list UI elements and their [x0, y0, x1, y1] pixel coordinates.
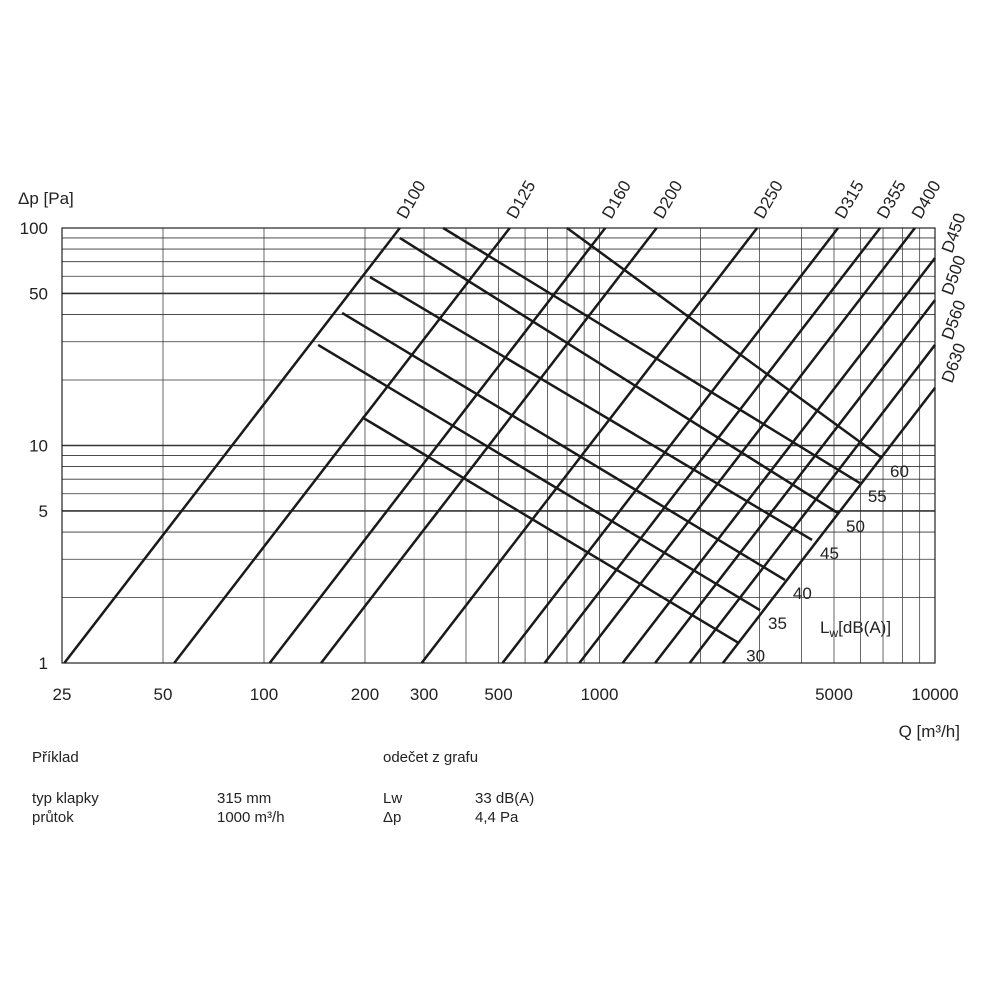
- sound-level-line: [566, 226, 883, 460]
- diameter-line: [63, 227, 401, 664]
- diameter-line: [173, 227, 511, 664]
- example: Příklad odečet z grafu typ klapky 315 mm…: [32, 749, 534, 826]
- x-tick-label: 300: [410, 685, 438, 704]
- diameter-label: D450: [938, 211, 970, 256]
- cell: 33 dB(A): [475, 790, 534, 807]
- sound-level-line: [442, 226, 861, 485]
- cell: průtok: [32, 809, 74, 826]
- sound-level-label: 60: [890, 462, 909, 481]
- diameter-label: D160: [598, 177, 635, 222]
- lw-label: Lw[dB(A)]: [820, 618, 891, 640]
- diameter-line: [688, 344, 936, 664]
- y-tick-label: 100: [20, 219, 48, 238]
- x-tick-label: 25: [53, 685, 72, 704]
- diameter-line: [578, 227, 916, 664]
- sound-level-label: 45: [820, 544, 839, 563]
- x-tick-label: 1000: [581, 685, 619, 704]
- diameter-line: [320, 227, 658, 664]
- x-tick-label: 200: [351, 685, 379, 704]
- cell: 4,4 Pa: [475, 809, 519, 826]
- diameter-label: D630: [938, 341, 970, 386]
- sound-level-line: [361, 416, 739, 644]
- diameter-line: [501, 227, 840, 664]
- diameter-label: D315: [831, 177, 868, 222]
- sound-level-label: 35: [768, 614, 787, 633]
- diameter-line: [543, 227, 882, 664]
- diameter-line: [621, 257, 936, 664]
- sound-level-label: 55: [868, 487, 887, 506]
- cell: 315 mm: [217, 790, 271, 807]
- sound-level-label: 50: [846, 517, 865, 536]
- diameter-line: [721, 387, 936, 664]
- diameter-line: [654, 299, 936, 664]
- sound-level-line: [341, 311, 786, 581]
- diameter-label: D125: [503, 177, 540, 222]
- x-tick-label: 10000: [911, 685, 958, 704]
- diameter-label: D100: [393, 177, 430, 222]
- cell: Δp: [383, 809, 401, 826]
- y-tick-label: 1: [39, 654, 48, 673]
- sound-level-label: 40: [793, 584, 812, 603]
- diameter-line: [420, 227, 759, 664]
- sound-level-line: [399, 236, 839, 515]
- diameter-label: D560: [938, 298, 970, 343]
- x-tick-label: 50: [154, 685, 173, 704]
- x-tick-label: 5000: [815, 685, 853, 704]
- x-tick-label: 500: [484, 685, 512, 704]
- plot-frame: [61, 227, 936, 664]
- sound-level-line: [369, 275, 813, 542]
- y-tick-label: 5: [39, 502, 48, 521]
- example-title: Příklad: [32, 749, 79, 766]
- diameter-label: D250: [750, 177, 787, 222]
- diameter-label: D400: [908, 177, 945, 222]
- y-tick-label: 50: [29, 284, 48, 303]
- y-axis-label: Δp [Pa]: [18, 189, 74, 208]
- diameter-label: D355: [873, 177, 910, 222]
- sound-level-label: 30: [746, 647, 765, 666]
- x-tick-label: 100: [250, 685, 278, 704]
- example-read-title: odečet z grafu: [383, 749, 478, 766]
- sound-level-line: [317, 343, 761, 612]
- diameter-line: [268, 227, 607, 664]
- diameter-label: D200: [650, 177, 687, 222]
- diameter-label: D500: [938, 253, 970, 298]
- x-axis-label: Q [m³/h]: [899, 722, 960, 741]
- cell: 1000 m³/h: [217, 809, 285, 826]
- cell: Lw: [383, 790, 402, 807]
- y-tick-label: 10: [29, 437, 48, 456]
- cell: typ klapky: [32, 790, 99, 807]
